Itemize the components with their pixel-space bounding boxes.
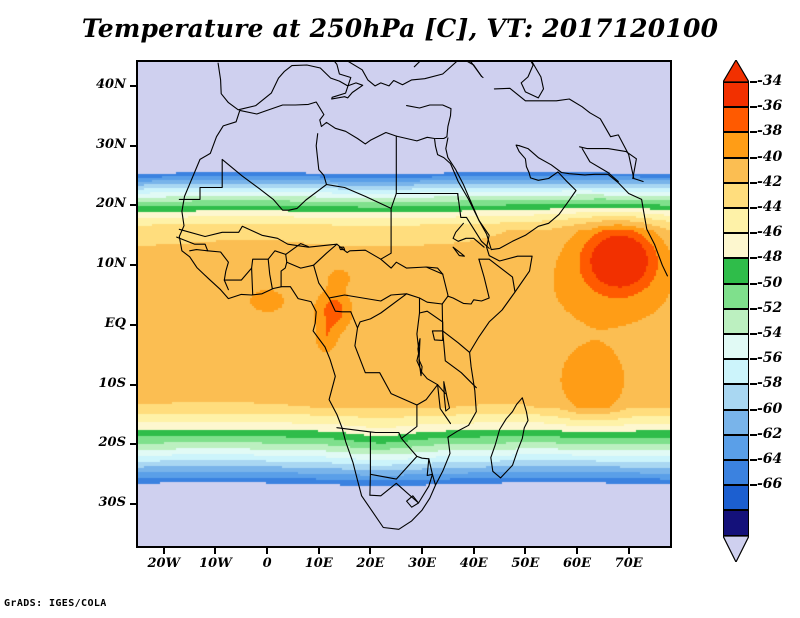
colorbar-tick	[750, 156, 757, 159]
map-plot-area	[136, 60, 672, 548]
colorbar-tick	[750, 207, 757, 209]
colorbar-tick	[750, 131, 757, 134]
y-axis-label: 20S	[98, 435, 126, 451]
colorbar-tick	[750, 408, 757, 411]
colorbar-tick-label: -42	[757, 173, 783, 190]
x-tick-mark	[266, 548, 269, 554]
y-axis-label: 10S	[98, 375, 126, 391]
temperature-field-canvas	[138, 62, 670, 546]
colorbar-swatch	[723, 434, 749, 460]
x-tick-mark	[627, 548, 630, 554]
y-tick-mark	[130, 264, 136, 267]
y-tick-mark	[130, 204, 136, 207]
colorbar-tick	[750, 484, 757, 487]
y-axis-label: 20N	[96, 196, 126, 212]
colorbar-tick	[750, 459, 757, 461]
colorbar-swatch	[723, 359, 749, 385]
colorbar-swatch	[723, 485, 749, 511]
page-title: Temperature at 250hPa [C], VT: 201712010…	[81, 14, 719, 43]
colorbar-swatch	[723, 510, 749, 536]
colorbar-tick-label: -54	[757, 325, 783, 341]
x-axis-label: 20W	[147, 556, 181, 571]
colorbar-tick-label: -52	[757, 299, 783, 316]
colorbar-tick-label: -66	[757, 476, 783, 493]
y-axis-label: 30N	[96, 136, 126, 152]
colorbar-swatch	[723, 208, 749, 234]
x-axis-label: 0	[262, 556, 272, 571]
colorbar-swatch	[723, 182, 749, 208]
colorbar-swatch	[723, 233, 749, 259]
x-axis-label: 10E	[304, 556, 333, 571]
map-canvas-wrapper	[138, 62, 670, 546]
y-axis-label: 40N	[96, 76, 126, 92]
x-tick-mark	[576, 548, 579, 554]
colorbar-over-arrow	[721, 58, 751, 83]
colorbar: -34 -36 -38 -40 -42 -44 -46 -48 -50 -52 -54 -56 -58 -…	[721, 58, 782, 563]
colorbar-tick	[750, 358, 757, 361]
x-axis-label: 60E	[563, 556, 592, 571]
colorbar-swatch	[723, 460, 749, 486]
x-tick-mark	[421, 548, 424, 554]
colorbar-tick-label: -36	[757, 98, 783, 115]
colorbar-swatch	[723, 132, 749, 158]
colorbar-tick-label: -62	[757, 425, 783, 442]
x-axis-label: 20E	[356, 556, 385, 571]
colorbar-tick	[750, 181, 757, 184]
x-tick-mark	[472, 548, 475, 554]
colorbar-tick-label: -44	[757, 199, 783, 215]
x-axis-label: 70E	[614, 556, 643, 571]
colorbar-tick-label: -34	[757, 73, 783, 89]
colorbar-tick	[750, 232, 757, 235]
colorbar-tick	[750, 106, 757, 109]
y-tick-mark	[130, 503, 136, 506]
colorbar-tick-label: -60	[757, 400, 783, 417]
colorbar-swatch	[723, 384, 749, 410]
x-tick-mark	[524, 548, 527, 554]
coastline-overlay	[176, 62, 668, 530]
x-axis-label: 10W	[199, 556, 232, 571]
colorbar-swatch	[723, 409, 749, 435]
colorbar-tick-label: -58	[757, 375, 783, 392]
colorbar-swatch	[723, 283, 749, 309]
colorbar-swatch	[723, 107, 749, 133]
y-tick-mark	[130, 443, 136, 446]
x-axis-label: 30E	[408, 556, 437, 571]
colorbar-tick	[750, 433, 757, 436]
colorbar-tick	[750, 383, 757, 386]
x-tick-mark	[317, 548, 320, 554]
colorbar-swatch	[723, 334, 749, 360]
x-axis-label: 50E	[511, 556, 540, 571]
y-tick-mark	[130, 144, 136, 147]
x-tick-mark	[214, 548, 217, 554]
colorbar-swatch	[723, 157, 749, 183]
footer-credit: GrADS: IGES/COLA	[4, 598, 107, 609]
colorbar-tick	[750, 81, 757, 83]
colorbar-tick-label: -40	[757, 148, 783, 165]
y-axis-label: 10N	[96, 256, 126, 272]
y-axis-label: EQ	[104, 315, 126, 331]
y-axis-label: 30S	[98, 495, 126, 511]
colorbar-swatch	[723, 308, 749, 334]
x-tick-mark	[369, 548, 372, 554]
colorbar-tick-label: -64	[757, 451, 783, 467]
colorbar-tick-label: -48	[757, 249, 783, 266]
colorbar-tick	[750, 307, 757, 310]
colorbar-tick-label: -46	[757, 224, 783, 241]
x-axis-label: 40E	[459, 556, 488, 571]
colorbar-tick-label: -56	[757, 350, 783, 367]
colorbar-swatch	[723, 258, 749, 284]
colorbar-tick	[750, 257, 757, 260]
colorbar-tick-label: -38	[757, 123, 783, 140]
colorbar-tick-label: -50	[757, 274, 783, 291]
y-tick-mark	[130, 383, 136, 386]
colorbar-tick	[750, 333, 757, 335]
y-tick-mark	[130, 323, 136, 326]
colorbar-tick	[750, 282, 757, 285]
colorbar-swatch	[723, 82, 749, 108]
x-tick-mark	[162, 548, 165, 554]
y-tick-mark	[130, 84, 136, 87]
colorbar-under-arrow	[722, 534, 750, 563]
